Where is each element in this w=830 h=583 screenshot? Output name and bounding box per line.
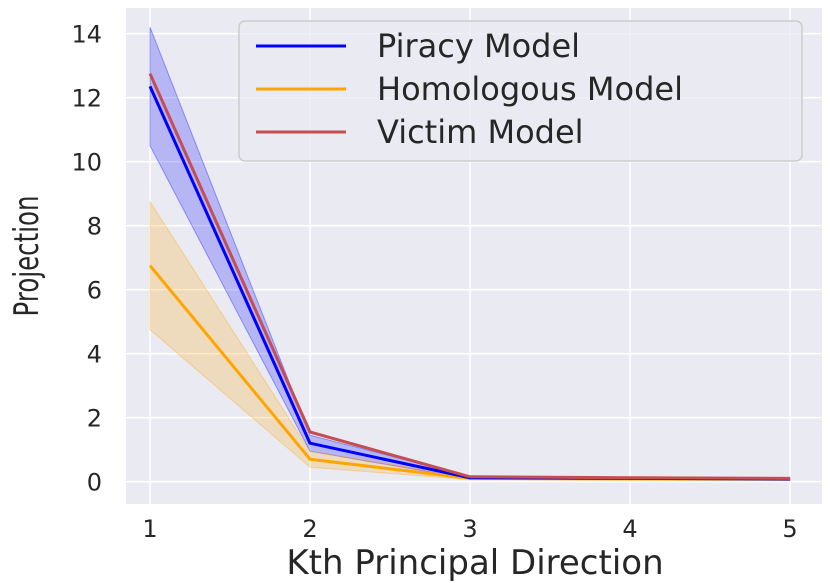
- legend-label-0: Piracy Model: [377, 27, 580, 65]
- x-tick-label: 3: [462, 515, 477, 543]
- y-tick-labels: 0 2 4 6 8 10 12 14: [71, 21, 102, 497]
- x-tick-label: 2: [302, 515, 317, 543]
- series-lines: [148, 72, 791, 481]
- legend: Piracy Model Homologous Model Victim Model: [238, 20, 803, 162]
- y-tick-label: 4: [87, 341, 102, 369]
- x-tick-labels: 1 2 3 4 5: [142, 515, 797, 543]
- y-tick-label: 8: [87, 213, 102, 241]
- y-tick-label: 6: [87, 277, 102, 305]
- x-tick-label: 1: [142, 515, 157, 543]
- y-axis-label: Projection: [7, 196, 46, 317]
- legend-label-2: Victim Model: [377, 113, 584, 151]
- x-axis-label: Kth Principal Direction: [286, 543, 663, 583]
- y-tick-label: 10: [71, 149, 102, 177]
- legend-box: [238, 20, 803, 162]
- legend-label-1: Homologous Model: [377, 70, 683, 108]
- confidence-band-1: [149, 199, 791, 481]
- series-line-2: [148, 72, 791, 480]
- x-tick-label: 5: [782, 515, 797, 543]
- x-tick-label: 4: [622, 515, 637, 543]
- y-tick-label: 12: [71, 85, 102, 113]
- y-tick-label: 14: [71, 21, 102, 49]
- y-tick-label: 2: [87, 405, 102, 433]
- y-tick-label: 0: [87, 469, 102, 497]
